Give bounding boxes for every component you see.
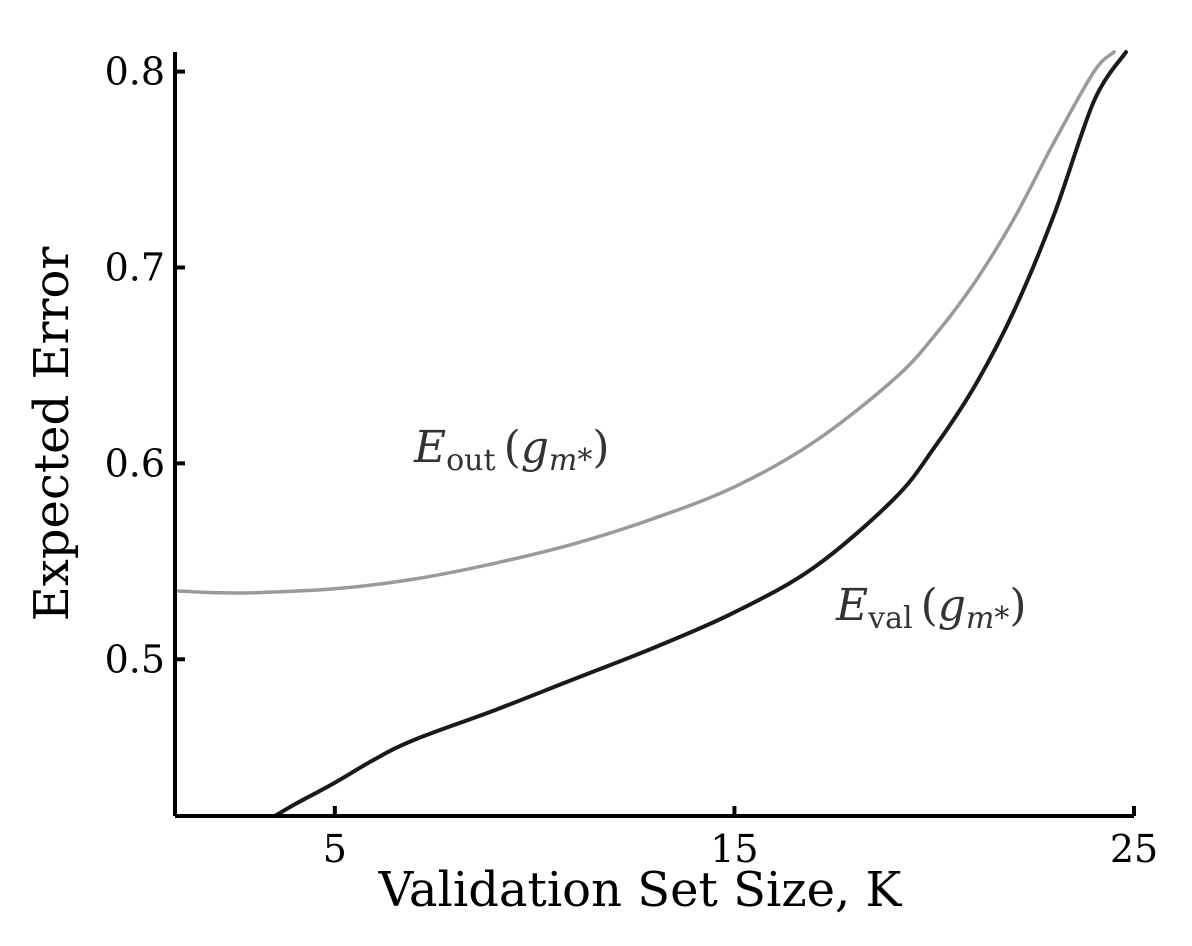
- series-lines: [173, 50, 1128, 818]
- y-axis-title-text: Expected Error: [24, 247, 80, 622]
- x-tick-label: 25: [1110, 827, 1158, 871]
- y-axis-title: Expected Error: [24, 247, 80, 622]
- eval-label-main: E: [835, 580, 868, 631]
- eout-label-main: E: [413, 422, 446, 473]
- y-tick-label: 0.5: [105, 637, 165, 681]
- eout-series-label: Eout (gm*): [413, 422, 610, 478]
- eval-series-line: [272, 50, 1128, 818]
- x-tick-label: 15: [710, 827, 758, 871]
- eout-label-argsub: m*: [549, 443, 592, 478]
- x-axis-title: Validation Set Size, K: [378, 862, 903, 918]
- eout-series-line: [173, 50, 1116, 595]
- eval-label-argsub: m*: [966, 601, 1009, 636]
- y-tick-label: 0.6: [105, 441, 165, 485]
- eval-label-arg: g: [938, 580, 966, 631]
- eout-label-sub: out: [446, 443, 495, 478]
- y-tick-label: 0.8: [105, 50, 165, 94]
- y-tick-label: 0.7: [105, 245, 165, 289]
- axis-ticks: 5 15 25 0.5 0.6 0.7 0.8: [105, 50, 1159, 871]
- eout-label-arg: g: [521, 422, 549, 473]
- x-tick-label: 5: [323, 827, 347, 871]
- eval-label-sub: val: [867, 601, 912, 636]
- eval-series-label: Eval (gm*): [835, 580, 1027, 636]
- x-axis-title-text: Validation Set Size, K: [378, 862, 903, 918]
